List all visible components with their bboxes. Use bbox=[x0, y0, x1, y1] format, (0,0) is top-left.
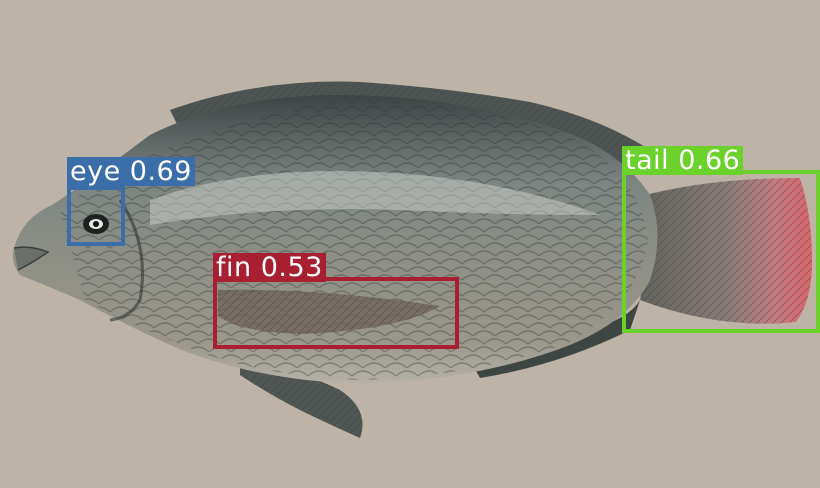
detection-label-fin: fin 0.53 bbox=[213, 253, 326, 282]
detection-label-tail: tail 0.66 bbox=[622, 146, 744, 175]
detection-box-fin bbox=[213, 277, 459, 349]
detection-box-eye bbox=[67, 186, 125, 246]
fish-mouth bbox=[13, 246, 50, 271]
gill-cover bbox=[109, 199, 144, 322]
detection-label-eye: eye 0.69 bbox=[67, 157, 195, 186]
detection-box-tail bbox=[622, 170, 820, 333]
